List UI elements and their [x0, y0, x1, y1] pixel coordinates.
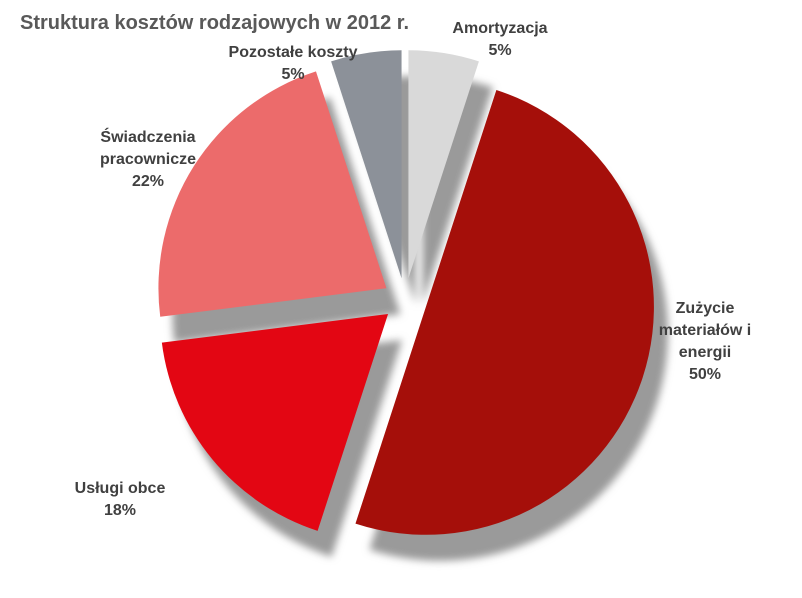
category-name: Pozostałe koszty [228, 44, 358, 61]
category-name: Świadczenia pracownicze [99, 129, 197, 168]
category-name: Zużycie materiałów i energii [658, 300, 752, 361]
slice-label: Pozostałe koszty 5% [203, 42, 383, 86]
chart-title: Struktura kosztów rodzajowych w 2012 r. [20, 12, 410, 34]
slice [161, 314, 389, 531]
category-name: Usługi obce [74, 480, 166, 497]
value-label: 5% [488, 42, 512, 59]
slice-label: Amortyzacja 5% [420, 18, 580, 62]
category-name: Amortyzacja [452, 20, 548, 37]
slice-label: Zużycie materiałów i energii 50% [648, 298, 763, 386]
value-label: 5% [281, 66, 305, 83]
slice [158, 71, 387, 317]
value-label: 22% [131, 173, 165, 190]
slice [331, 50, 402, 279]
slice [355, 89, 654, 535]
slice [408, 50, 479, 279]
value-label: 50% [688, 366, 722, 383]
slice-label: Usługi obce 18% [40, 478, 200, 522]
slice-label: Świadczenia pracownicze 22% [83, 127, 213, 193]
value-label: 18% [103, 502, 137, 519]
